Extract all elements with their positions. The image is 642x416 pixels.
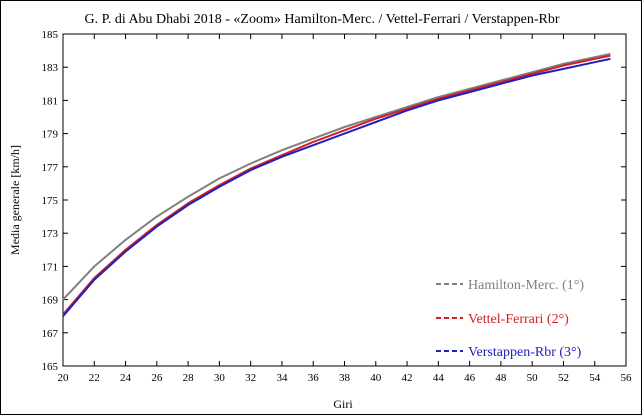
y-tick-label: 175	[42, 195, 59, 207]
series-line-2	[62, 54, 611, 316]
y-tick-label: 183	[42, 62, 59, 74]
x-tick-label: 26	[151, 372, 163, 384]
x-tick-label: 28	[183, 372, 195, 384]
series-line-1	[62, 52, 611, 301]
x-tick-label: 36	[308, 372, 320, 384]
y-tick-label: 165	[42, 361, 59, 373]
x-tick-label: 50	[527, 372, 539, 384]
y-axis: 165 167 169 171 173 175 177 179 181 183 185	[42, 29, 626, 373]
chart-title: G. P. di Abu Dhabi 2018 - «Zoom» Hamilto…	[84, 12, 559, 27]
legend-label-2: Vettel-Ferrari (2°)	[468, 312, 569, 327]
x-tick-label: 42	[402, 372, 413, 384]
y-tick-label: 185	[42, 29, 59, 41]
plot-area	[62, 33, 627, 367]
x-tick-label: 20	[58, 372, 70, 384]
x-tick-label: 24	[120, 372, 132, 384]
x-tick-label: 52	[558, 372, 569, 384]
x-tick-label: 44	[433, 372, 445, 384]
x-tick-label: 32	[245, 372, 256, 384]
x-tick-label: 40	[370, 372, 382, 384]
x-tick-label: 22	[89, 372, 100, 384]
y-tick-label: 167	[42, 328, 59, 340]
series-group	[62, 52, 611, 317]
legend: Hamilton-Merc. (1°) Vettel-Ferrari (2°) Ve…	[436, 278, 584, 360]
x-axis: 20 22 24 26 28 30 32 34 36 38 40 42 44 46 48 50 52 54 56	[58, 34, 633, 384]
y-tick-label: 171	[42, 261, 59, 273]
y-tick-label: 181	[42, 95, 59, 107]
y-axis-label: Media generale [km/h]	[8, 145, 22, 255]
y-tick-label: 173	[42, 228, 59, 240]
series-line-3	[62, 57, 611, 317]
y-tick-label: 169	[42, 295, 59, 307]
x-tick-label: 48	[495, 372, 507, 384]
x-tick-label: 46	[464, 372, 476, 384]
y-tick-label: 177	[42, 162, 59, 174]
x-tick-label: 34	[276, 372, 288, 384]
x-tick-label: 30	[214, 372, 226, 384]
legend-label-1: Hamilton-Merc. (1°)	[468, 278, 584, 293]
x-tick-label: 54	[589, 372, 601, 384]
x-axis-label: Giri	[333, 397, 353, 411]
y-tick-label: 179	[42, 129, 59, 141]
legend-label-3: Verstappen-Rbr (3°)	[468, 345, 582, 360]
x-tick-label: 56	[621, 372, 633, 384]
x-tick-label: 38	[339, 372, 351, 384]
